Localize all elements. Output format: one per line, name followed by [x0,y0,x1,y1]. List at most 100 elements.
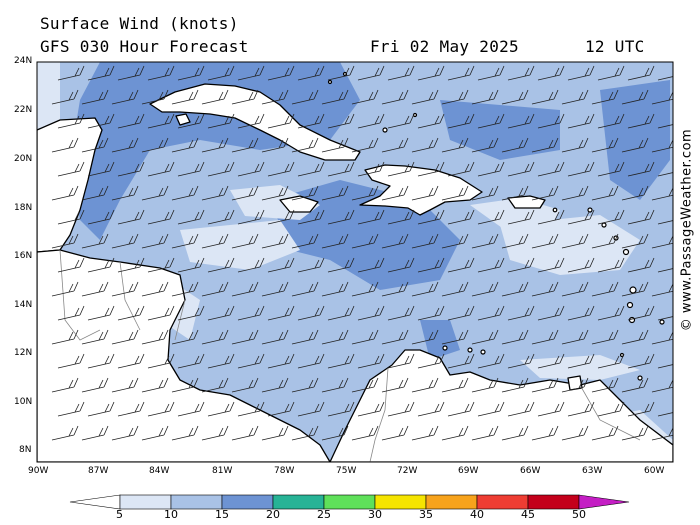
wind-barb [351,233,379,249]
colorbar-label: 10 [164,508,178,521]
wind-barb [57,113,85,129]
lon-label: 60W [644,466,665,476]
wind-barb [417,353,445,369]
wind-barb [477,113,505,129]
wind-barb [567,353,595,369]
wind-barb [561,425,589,441]
wind-barb [261,377,289,393]
wind-barb [207,113,235,129]
wind-barb [651,91,673,105]
wind-barb [141,137,169,153]
colorbar-label: 40 [470,508,484,521]
wind-barb [171,89,199,105]
wind-barb [147,401,175,417]
wind-barb [627,353,655,369]
wind-barb [147,257,175,273]
wind-barb [351,89,379,105]
wind-barb [507,257,535,273]
wind-barb [207,401,235,417]
wind-barb [327,161,355,177]
colorbar-label: 35 [419,508,433,521]
map-title: Surface Wind (knots) [40,14,239,33]
wind-barb [537,209,565,225]
wind-barb [57,65,85,81]
wind-barb [501,233,529,249]
wind-barb [141,329,169,345]
wind-barb [651,235,673,249]
wind-barb [471,377,499,393]
wind-barb [51,185,79,201]
wind-barb [471,425,499,441]
wind-barb [51,425,79,441]
wind-barb [351,185,379,201]
wind-barb [387,65,415,81]
wind-barb [597,113,625,129]
wind-barb [201,425,229,441]
wind-barb [207,65,235,81]
wind-barb [621,185,649,201]
wind-barb [81,425,109,441]
wind-barbs [51,65,673,441]
wind-barb [381,377,409,393]
valid-date: Fri 02 May 2025 [370,37,519,56]
wind-barb [411,137,439,153]
wind-barb [627,65,655,81]
lon-label: 84W [149,466,170,476]
wind-barb [537,65,565,81]
wind-barb [141,281,169,297]
wind-barb [297,161,325,177]
lat-label: 18N [14,203,33,213]
wind-barb [591,233,619,249]
wind-barb [627,257,655,273]
wind-barb [477,65,505,81]
wind-barb [537,257,565,273]
wind-barb [261,89,289,105]
wind-barb [561,137,589,153]
hispaniola [359,164,483,216]
wind-barb [531,185,559,201]
wind-barb [501,281,529,297]
wind-barb [87,353,115,369]
wind-barb [231,89,259,105]
wind-barb [147,161,175,177]
wind-barb [261,329,289,345]
wind-barb [417,209,445,225]
wind-barb [561,281,589,297]
wind-barb [441,233,469,249]
wind-barb [381,185,409,201]
wind-barb [177,305,205,321]
wind-barb [441,377,469,393]
wind-barb [411,281,439,297]
wind-barb [501,185,529,201]
wind-barb [357,161,385,177]
wind-barb [291,233,319,249]
wind-barb [111,377,139,393]
wind-barb [171,185,199,201]
wind-barb [117,305,145,321]
wind-barb [231,377,259,393]
wind-barb [591,329,619,345]
map-frame [36,61,674,463]
wind-barb [87,113,115,129]
wind-barb [267,161,295,177]
wind-barb [357,65,385,81]
wind-barb [597,257,625,273]
wind-barb [111,329,139,345]
wind-barb [411,329,439,345]
wind-barb [597,65,625,81]
isla-juventud [175,113,191,126]
wind-barb [87,161,115,177]
wind-barb [567,65,595,81]
wind-barb [357,305,385,321]
wind-barb [381,233,409,249]
wind-barb [327,305,355,321]
valid-time: 12 UTC [585,37,645,56]
wind-barb [51,329,79,345]
wind-barb [237,401,265,417]
cuba [149,83,361,161]
wind-barb [387,305,415,321]
wind-barb [147,305,175,321]
wind-barb [237,161,265,177]
wind-barb [177,161,205,177]
lat-label: 10N [14,397,33,407]
